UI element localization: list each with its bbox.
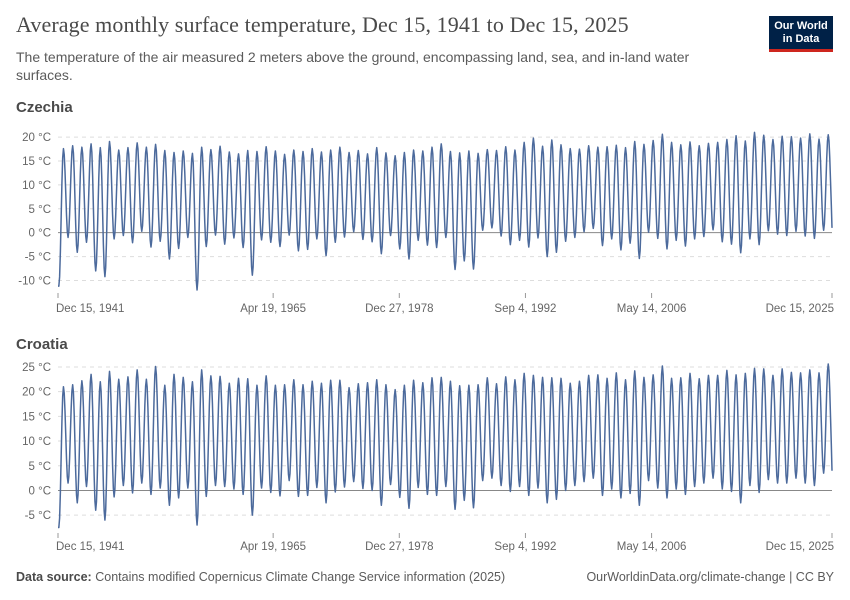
data-source-text[interactable]: Contains modified Copernicus Climate Cha…	[95, 570, 506, 584]
data-source-label: Data source:	[16, 570, 92, 584]
owid-url[interactable]: OurWorldinData.org/climate-change | CC B…	[586, 570, 834, 584]
chart-subtitle: The temperature of the air measured 2 me…	[16, 49, 690, 83]
croatia-y-tick-label: -5 °C	[25, 510, 51, 522]
czechia-x-tick-label: Dec 15, 2025	[766, 303, 834, 315]
croatia-y-tick-label: 10 °C	[22, 436, 51, 448]
czechia-x-tick-label: Apr 19, 1965	[240, 303, 306, 315]
croatia-x-tick-label: May 14, 2006	[617, 541, 687, 553]
data-source: Data source: Contains modified Copernicu…	[16, 570, 505, 584]
croatia-x-tick-label: Dec 15, 1941	[56, 541, 124, 553]
croatia-y-tick-label: 5 °C	[29, 461, 52, 473]
czechia-x-tick-label: May 14, 2006	[617, 303, 687, 315]
croatia-x-tick-label: Sep 4, 1992	[494, 541, 556, 553]
czechia-y-tick-label: 10 °C	[22, 180, 51, 192]
croatia-y-tick-label: 0 °C	[29, 485, 52, 497]
croatia-temperature-line[interactable]	[58, 363, 833, 529]
czechia-y-tick-label: 20 °C	[22, 132, 51, 144]
logo-line-1: Our World	[774, 20, 828, 32]
croatia-y-tick-label: 15 °C	[22, 411, 51, 423]
czechia-y-tick-label: 15 °C	[22, 156, 51, 168]
croatia-x-tick-label: Dec 15, 2025	[766, 541, 834, 553]
czechia-panel-title: Czechia	[16, 99, 73, 116]
chart-title: Average monthly surface temperature, Dec…	[16, 12, 629, 37]
croatia-x-tick-label: Apr 19, 1965	[240, 541, 306, 553]
czechia-x-tick-label: Dec 27, 1978	[365, 303, 433, 315]
czechia-x-tick-label: Dec 15, 1941	[56, 303, 124, 315]
croatia-y-tick-label: 25 °C	[22, 362, 51, 374]
czechia-y-tick-label: 5 °C	[29, 204, 52, 216]
czechia-temperature-line[interactable]	[58, 131, 833, 291]
croatia-panel-title: Croatia	[16, 336, 68, 353]
czechia-y-tick-label: 0 °C	[29, 228, 52, 240]
czechia-x-tick-label: Sep 4, 1992	[494, 303, 556, 315]
czechia-y-tick-label: -5 °C	[25, 252, 51, 264]
czechia-y-tick-label: -10 °C	[18, 275, 51, 287]
croatia-y-tick-label: 20 °C	[22, 387, 51, 399]
owid-logo[interactable]: Our World in Data	[769, 16, 833, 52]
croatia-x-tick-label: Dec 27, 1978	[365, 541, 433, 553]
logo-line-2: in Data	[782, 33, 820, 45]
